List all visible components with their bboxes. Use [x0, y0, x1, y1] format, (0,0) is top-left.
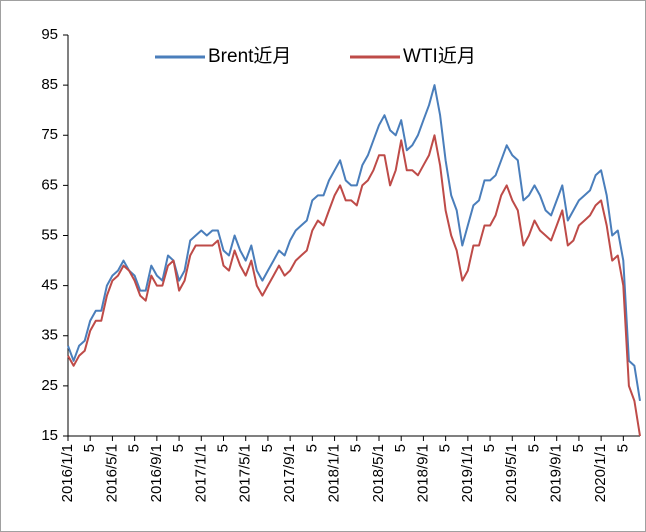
- x-tick-label: 5: [126, 444, 143, 452]
- x-tick-label: 5: [437, 444, 454, 452]
- x-tick-label: 5: [170, 444, 187, 452]
- x-tick-label: 2019/5/1: [503, 444, 520, 502]
- series-line: [67, 134, 641, 437]
- x-tick-label: 2016/5/1: [103, 444, 120, 502]
- x-tick-label: 5: [214, 444, 231, 452]
- x-tick-label: 2017/5/1: [237, 444, 254, 502]
- y-tick-label: 55: [41, 226, 58, 243]
- x-tick-label: 5: [259, 444, 276, 452]
- y-tick-label: 15: [41, 427, 58, 444]
- y-tick-label: 85: [41, 76, 58, 93]
- x-tick-label: 5: [81, 444, 98, 452]
- x-tick-label: 2019/9/1: [548, 444, 565, 502]
- legend-label: Brent近月: [208, 45, 291, 67]
- x-tick-label: 2018/5/1: [370, 444, 387, 502]
- series-line: [67, 84, 641, 402]
- y-tick-label: 95: [41, 26, 58, 43]
- y-tick-label: 75: [41, 126, 58, 143]
- x-tick-label: 2018/9/1: [414, 444, 431, 502]
- x-tick-label: 5: [481, 444, 498, 452]
- x-tick-label: 2020/1/1: [592, 444, 609, 502]
- x-tick-label: 5: [348, 444, 365, 452]
- legend-label: WTI近月: [403, 45, 476, 67]
- x-tick-label: 5: [570, 444, 587, 452]
- y-tick-label: 35: [41, 327, 58, 344]
- x-tick-label: 2017/1/1: [192, 444, 209, 502]
- x-tick-label: 2018/1/1: [326, 444, 343, 502]
- x-tick-label: 2019/1/1: [459, 444, 476, 502]
- x-tick-label: 2016/9/1: [148, 444, 165, 502]
- x-tick-label: 2016/1/1: [59, 444, 76, 502]
- x-tick-label: 5: [392, 444, 409, 452]
- x-tick-label: 5: [614, 444, 631, 452]
- x-tick-label: 2017/9/1: [281, 444, 298, 502]
- x-tick-label: 5: [303, 444, 320, 452]
- y-tick-label: 45: [41, 277, 58, 294]
- x-tick-label: 5: [525, 444, 542, 452]
- y-tick-label: 25: [41, 377, 58, 394]
- y-tick-label: 65: [41, 176, 58, 193]
